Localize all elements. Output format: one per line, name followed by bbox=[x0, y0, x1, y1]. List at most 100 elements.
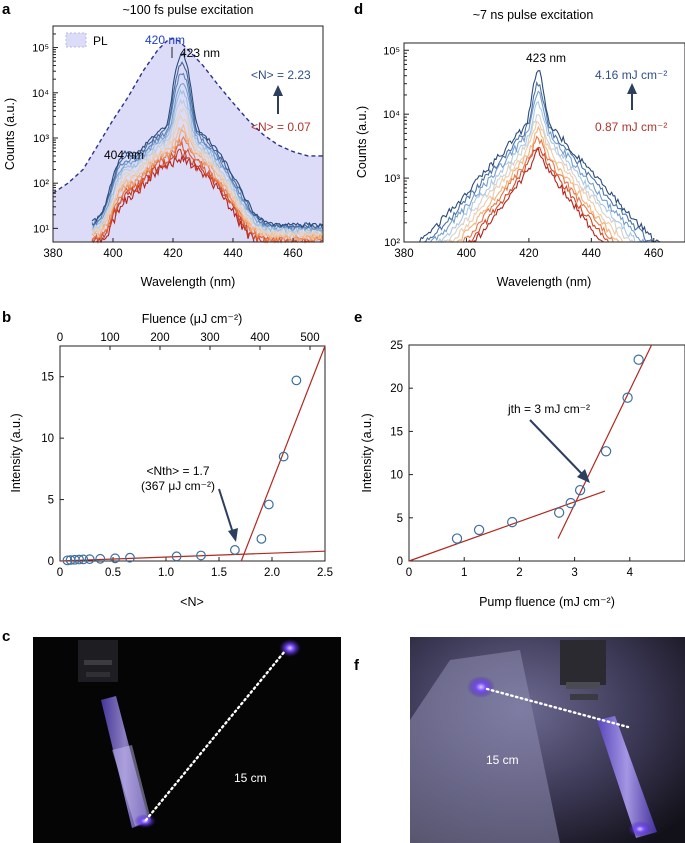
y-tick-label: 15 bbox=[41, 372, 54, 384]
y-tick-label: 20 bbox=[390, 383, 403, 395]
x-axis-label: Pump fluence (mJ cm⁻²) bbox=[479, 595, 615, 609]
panel-a-title: ~100 fs pulse excitation bbox=[123, 3, 254, 17]
data-point bbox=[451, 533, 463, 544]
pump-series-line bbox=[419, 90, 685, 243]
high-fluence-label: 4.16 mJ cm⁻² bbox=[595, 68, 667, 82]
x-tick-label: 440 bbox=[582, 248, 601, 260]
panel-a-letter: a bbox=[2, 1, 11, 18]
y-tick-label: 5 bbox=[48, 495, 54, 507]
lasing-spot bbox=[467, 676, 495, 698]
y-tick-label: 0 bbox=[48, 556, 54, 568]
data-point bbox=[633, 354, 644, 365]
panel-f: f 15 cm bbox=[354, 637, 685, 843]
cuvette-holder bbox=[560, 640, 606, 685]
cuvette bbox=[101, 696, 149, 828]
y-tick-label: 10³ bbox=[33, 133, 49, 145]
cuvette bbox=[597, 716, 657, 838]
distance-label: 15 cm bbox=[234, 771, 267, 785]
pump-series-group bbox=[419, 70, 685, 244]
threshold-arrow-head bbox=[228, 528, 238, 542]
axis-ticks: 380 400 420 440 460 10² 10³ 10⁴ 10⁵ bbox=[383, 45, 663, 260]
x-tick-label: 2.5 bbox=[317, 567, 333, 579]
y-tick-label: 10¹ bbox=[33, 223, 49, 235]
data-point bbox=[507, 516, 518, 528]
data-point bbox=[95, 553, 106, 564]
pump-series-line bbox=[91, 72, 324, 231]
plot-area bbox=[59, 345, 326, 566]
panel-c-letter: c bbox=[2, 628, 10, 645]
y-tick-label: 10 bbox=[390, 470, 403, 482]
plot-frame bbox=[52, 25, 324, 243]
x-axis-label: <N> bbox=[180, 595, 204, 609]
plot-frame bbox=[408, 344, 685, 562]
n-high-label: <N> = 2.23 bbox=[251, 68, 311, 82]
data-point bbox=[84, 554, 95, 565]
y-tick-label: 10⁴ bbox=[383, 109, 400, 121]
data-point bbox=[62, 555, 73, 566]
data-point bbox=[622, 392, 633, 403]
y-tick-label: 10² bbox=[384, 237, 400, 249]
y-axis-label: Intensity (a.u.) bbox=[360, 413, 374, 492]
data-point bbox=[565, 497, 576, 509]
fit-line-below-threshold bbox=[59, 550, 326, 562]
x-tick-label: 2 bbox=[516, 567, 522, 579]
threshold-arrow-line bbox=[529, 419, 583, 475]
x-tick-label: 1.0 bbox=[158, 567, 174, 579]
cuvette-holder-ring bbox=[566, 682, 600, 689]
data-point bbox=[278, 451, 289, 462]
x-tick-label: 420 bbox=[519, 248, 538, 260]
x-tick-label: 0 bbox=[57, 567, 63, 579]
low-fluence-label: 0.87 mJ cm⁻² bbox=[595, 120, 667, 134]
data-point bbox=[171, 551, 182, 562]
data-point bbox=[196, 550, 206, 561]
x-tick-label: 460 bbox=[644, 248, 663, 260]
laser-spot bbox=[134, 814, 156, 828]
y-tick-label: 5 bbox=[397, 513, 403, 525]
data-point bbox=[110, 553, 121, 564]
pump-series-line bbox=[91, 123, 324, 241]
data-point bbox=[229, 545, 240, 555]
n-low-label: <N> = 0.07 bbox=[251, 120, 311, 134]
data-point bbox=[574, 484, 586, 496]
increase-arrow-head bbox=[273, 85, 283, 96]
top-axis-label: Fluence (μJ cm⁻²) bbox=[142, 312, 243, 326]
label-404nm: 404 nm bbox=[104, 148, 144, 162]
panel-f-letter: f bbox=[354, 657, 360, 674]
axis-ticks: 0 0.5 1.0 1.5 2.0 2.5 0 5 10 15 0 100 200 300 400 500 bbox=[41, 332, 333, 579]
x-tick-label: 460 bbox=[283, 248, 302, 260]
cuvette-edge bbox=[112, 745, 151, 826]
y-tick-label: 0 bbox=[397, 556, 403, 568]
panel-e: e 0 1 2 3 4 0 5 10 15 20 25 jth = 3 mJ cm⁻² Pump f… bbox=[354, 309, 685, 609]
top-x-tick-label: 400 bbox=[250, 332, 269, 344]
y-tick-label: 10⁵ bbox=[32, 43, 49, 55]
y-tick-label: 10 bbox=[41, 433, 54, 445]
distance-line bbox=[485, 687, 630, 729]
pump-series-line bbox=[91, 88, 324, 235]
y-tick-label: 15 bbox=[390, 426, 403, 438]
panel-d-letter: d bbox=[354, 1, 363, 18]
y-axis-label: Intensity (a.u.) bbox=[9, 413, 23, 492]
pl-legend-label: PL bbox=[93, 34, 108, 48]
x-tick-label: 1.5 bbox=[211, 567, 227, 579]
data-point bbox=[74, 554, 84, 565]
x-tick-label: 380 bbox=[394, 248, 413, 260]
x-tick-label: 380 bbox=[43, 248, 62, 260]
y-tick-label: 10⁵ bbox=[383, 45, 400, 57]
pump-series-group bbox=[91, 51, 324, 245]
cuvette-holder-ring bbox=[570, 694, 598, 700]
threshold-fluence-label: (367 μJ cm⁻²) bbox=[141, 479, 215, 493]
panel-d: d ~7 ns pulse excitation 380 400 420 440 460… bbox=[354, 1, 685, 289]
x-tick-label: 400 bbox=[103, 248, 122, 260]
fit-line-below-threshold bbox=[408, 490, 606, 562]
y-tick-label: 10³ bbox=[384, 173, 400, 185]
data-point bbox=[291, 375, 302, 386]
panel-b: b Fluence (μJ cm⁻²) 0 0.5 1.0 1.5 2.0 2.5 0 5 10… bbox=[2, 309, 333, 609]
data-point bbox=[473, 524, 485, 536]
laser-spot bbox=[628, 821, 652, 837]
plot-area bbox=[408, 344, 653, 562]
fit-line-above-threshold bbox=[557, 344, 653, 539]
axis-ticks: 380 400 420 440 460 10¹ 10² 10³ 10⁴ 10⁵ bbox=[32, 33, 303, 260]
data-point bbox=[125, 552, 135, 563]
x-axis-label: Wavelength (nm) bbox=[141, 275, 236, 289]
